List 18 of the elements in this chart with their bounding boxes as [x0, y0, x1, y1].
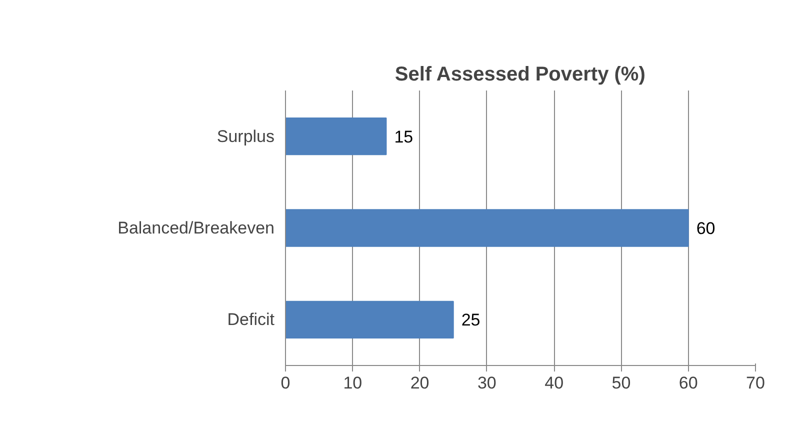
- data-label: 60: [696, 219, 716, 238]
- x-tick-label: 40: [544, 374, 564, 392]
- x-tick-label: 10: [343, 374, 362, 392]
- x-tick-label: 50: [612, 374, 631, 392]
- bar: [286, 209, 689, 247]
- x-tick-label: 30: [477, 374, 496, 392]
- y-tick-label: Deficit: [227, 310, 275, 330]
- x-tick-label: 60: [678, 374, 698, 392]
- chart-title: Self Assessed Poverty (%): [394, 64, 646, 86]
- y-tick-label: Surplus: [216, 126, 274, 146]
- x-tick-label: 0: [280, 374, 290, 392]
- data-label: 25: [461, 310, 480, 330]
- bar: [286, 300, 454, 338]
- x-tick-label: 70: [746, 374, 765, 392]
- bar: [286, 118, 387, 156]
- data-label: 15: [394, 127, 414, 146]
- x-tick-label: 20: [410, 374, 430, 392]
- y-tick-label: Balanced/Breakeven: [118, 218, 275, 238]
